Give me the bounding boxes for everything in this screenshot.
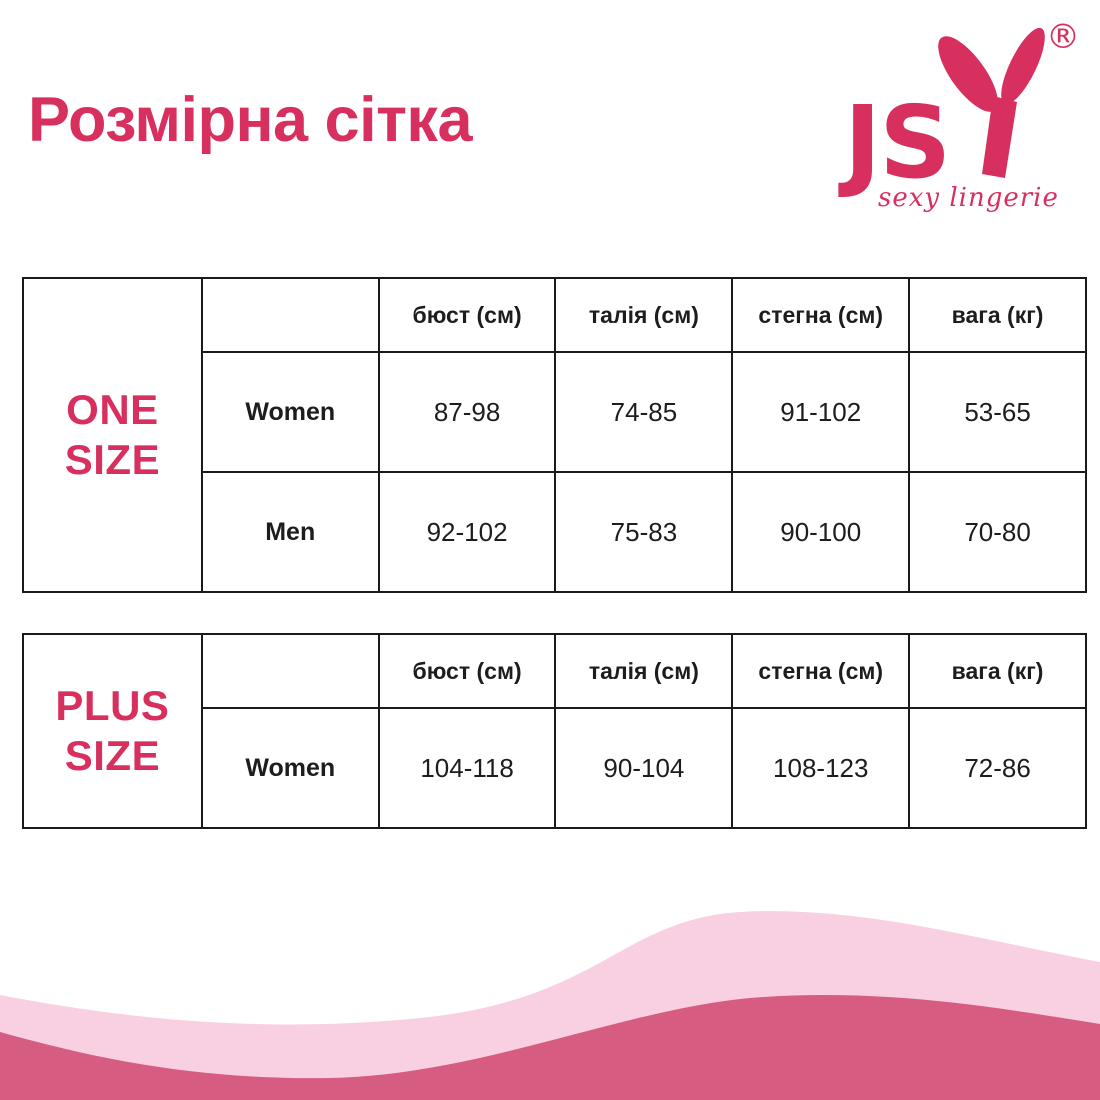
size-label-line: SIZE: [64, 436, 161, 483]
column-header: стегна (см): [731, 279, 908, 351]
page-title: Розмірна сітка: [28, 85, 473, 155]
plus-size-table: PLUS SIZE бюст (см) талія (см) стегна (см) ва…: [22, 633, 1087, 829]
column-header: вага (кг): [908, 635, 1085, 707]
logo-leaf-left-icon: [938, 36, 998, 112]
value-cell: 74-85: [554, 351, 732, 471]
value-cell: 72-86: [908, 707, 1085, 827]
value-cell: 92-102: [377, 471, 555, 591]
column-header: талія (см): [554, 635, 731, 707]
brand-tagline: sexy lingerie: [878, 183, 1059, 213]
value-cell: 90-100: [731, 471, 909, 591]
size-label-line: SIZE: [64, 732, 161, 779]
value-cell: 87-98: [377, 351, 555, 471]
column-header: талія (см): [554, 279, 731, 351]
row-label-cell: Men: [200, 471, 378, 591]
row-label-cell: Women: [200, 707, 378, 827]
value-cell: 91-102: [731, 351, 909, 471]
value-cell: 75-83: [554, 471, 732, 591]
corner-cell: [200, 635, 378, 707]
value-cell: 53-65: [908, 351, 1085, 471]
size-label-line: ONE: [66, 386, 159, 434]
value-cell: 90-104: [554, 707, 732, 827]
size-label: PLUS SIZE: [24, 635, 201, 827]
value-cell: 104-118: [377, 707, 555, 827]
value-cell: 108-123: [731, 707, 909, 827]
size-label: ONE SIZE: [24, 279, 201, 591]
column-header: стегна (см): [731, 635, 908, 707]
wave-decoration: [0, 911, 1100, 1100]
one-size-table: ONE SIZE бюст (см) талія (см) стегна (см) ваг…: [22, 277, 1087, 593]
brand-logo: JS ® sexy lingerie: [838, 17, 1080, 213]
registered-trademark-icon: ®: [1046, 17, 1080, 57]
wave-dark: [0, 994, 1100, 1100]
row-label-cell: Women: [200, 351, 378, 471]
logo-leaf-right-icon: [1001, 27, 1045, 105]
column-header: бюст (см): [377, 635, 555, 707]
corner-cell: [200, 279, 378, 351]
logo-letters-js: JS: [838, 84, 949, 201]
value-cell: 70-80: [908, 471, 1085, 591]
column-header: бюст (см): [377, 279, 555, 351]
size-label-line: PLUS: [55, 682, 170, 730]
logo-y-stem: [982, 96, 1017, 178]
column-header: вага (кг): [908, 279, 1085, 351]
